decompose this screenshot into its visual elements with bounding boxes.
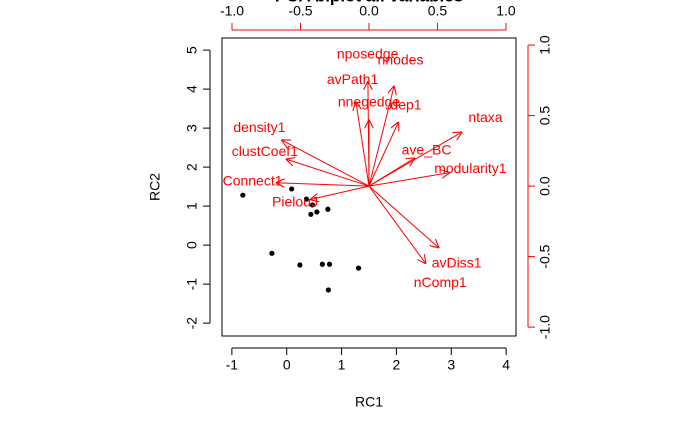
loading-label: dep1	[390, 96, 421, 112]
score-point	[326, 261, 333, 267]
x-axis-label: RC1	[355, 394, 383, 410]
loading-label: clustCoef1	[232, 143, 298, 159]
loading-arrow	[286, 159, 370, 187]
loading-label: nnegedge	[338, 94, 401, 110]
y2-tick-label: 0.5	[537, 106, 553, 126]
loading-label: PielouJ	[272, 194, 318, 210]
y2-tick-label: -1.0	[537, 315, 553, 339]
loading-label: ave_BC	[402, 142, 452, 158]
loading-label: ntaxa	[468, 109, 502, 125]
x-tick-label: 1	[338, 357, 346, 373]
y2-tick-label: 0.0	[537, 176, 553, 196]
score-point	[314, 209, 320, 215]
loading-arrow	[368, 185, 439, 248]
y2-tick-label: 1.0	[537, 35, 553, 55]
x2-tick-label: 1.0	[496, 3, 516, 19]
loading-label: modularity1	[434, 160, 507, 176]
score-point	[240, 192, 246, 198]
score-point	[297, 262, 303, 268]
y-axis-label: RC2	[147, 173, 163, 201]
x2-tick-label: 0.0	[359, 3, 379, 19]
y-tick-label: 3	[184, 124, 200, 132]
loading-arrow	[368, 86, 394, 187]
score-point	[325, 287, 332, 293]
y2-tick-label: -0.5	[537, 244, 553, 268]
x2-tick-label: -1.0	[220, 3, 244, 19]
chart-title: PCA biplot all variables	[275, 0, 463, 5]
loading-arrow	[368, 122, 399, 187]
loading-label: avDiss1	[432, 254, 482, 270]
score-point	[308, 211, 314, 217]
x2-tick-label: -0.5	[288, 3, 312, 19]
x-tick-label: 3	[447, 357, 455, 373]
score-point	[355, 265, 362, 271]
loading-arrow	[368, 185, 426, 264]
score-point	[269, 250, 275, 256]
loading-arrow	[276, 183, 370, 186]
y-tick-label: -2	[184, 317, 200, 330]
loading-arrow	[368, 173, 450, 187]
x-tick-label: -1	[226, 357, 239, 373]
loading-arrow	[356, 101, 370, 187]
x-tick-label: 2	[393, 357, 401, 373]
loading-arrow	[368, 158, 415, 187]
y-tick-label: -1	[184, 278, 200, 291]
loading-label: nposedge	[337, 46, 399, 62]
loading-label: Connect1	[223, 173, 283, 189]
y-tick-label: 5	[184, 46, 200, 54]
score-point	[325, 206, 331, 212]
loading-label: nnodes	[378, 51, 424, 67]
loading-label: nComp1	[414, 274, 467, 290]
loading-label: density1	[233, 119, 285, 135]
x-tick-label: 4	[502, 357, 510, 373]
score-point	[303, 196, 310, 202]
y-tick-label: 4	[184, 85, 200, 93]
score-point	[309, 202, 316, 208]
y-tick-label: 2	[184, 163, 200, 171]
y-tick-label: 0	[184, 241, 200, 249]
score-point	[289, 186, 295, 192]
score-point	[319, 261, 325, 267]
plot-box	[221, 37, 517, 337]
loading-label: avPath1	[327, 71, 379, 87]
x2-tick-label: 0.5	[428, 3, 448, 19]
loading-arrow	[281, 140, 370, 187]
loading-arrow	[310, 185, 370, 200]
x-tick-label: 0	[283, 357, 291, 373]
y-tick-label: 1	[184, 202, 200, 210]
